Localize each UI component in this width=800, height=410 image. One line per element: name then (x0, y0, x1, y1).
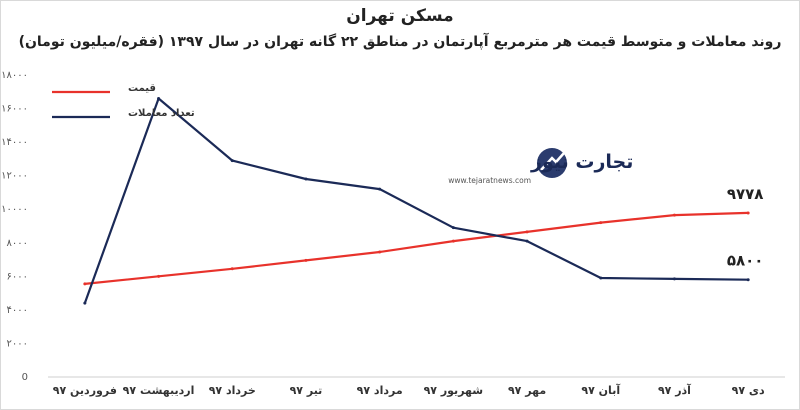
legend-label: قیمت (128, 83, 156, 94)
y-tick-label: ۱۲۰۰۰ (1, 171, 28, 182)
data-point (378, 187, 382, 191)
data-point (157, 274, 161, 278)
y-axis: 0 ۲۰۰۰ ۴۰۰۰ ۶۰۰۰ ۸۰۰۰ ۱۰۰۰۰ ۱۲۰۰۰ ۱۴۰۰۰ ۱۶۰۰۰ ۱۸۰… (1, 70, 28, 383)
series-line-1 (83, 97, 749, 304)
series-line-0 (84, 211, 749, 285)
data-point (83, 282, 87, 286)
x-tick-label: فروردین ۹۷ (53, 384, 117, 397)
watermark-circle-icon (537, 148, 567, 178)
y-tick-label: ۱۸۰۰۰ (1, 70, 28, 81)
chart-title: مسکن تهران (346, 6, 454, 26)
x-tick-label: مرداد ۹۷ (357, 384, 403, 397)
data-point (746, 211, 750, 215)
data-point (378, 250, 382, 254)
y-tick-label: ۱۶۰۰۰ (1, 104, 28, 115)
y-tick-label: ۶۰۰۰ (7, 271, 28, 282)
y-tick-label: 0 (22, 372, 28, 383)
data-point (230, 267, 234, 271)
y-tick-label: ۲۰۰۰ (7, 338, 28, 349)
data-point (525, 230, 529, 234)
x-tick-label: آبان ۹۷ (581, 383, 620, 397)
legend-label: تعداد معاملات (128, 108, 195, 119)
data-point (304, 258, 308, 262)
x-tick-label: مهر ۹۷ (508, 384, 546, 397)
data-point (304, 177, 308, 181)
x-tick-label: تیر ۹۷ (290, 384, 323, 397)
legend: قیمت تعداد معاملات (52, 83, 195, 119)
x-axis: فروردین ۹۷ اردیبهشت ۹۷ خرداد ۹۷ تیر ۹۷ مرداد… (48, 376, 785, 397)
x-tick-label: اردیبهشت ۹۷ (123, 384, 195, 397)
watermark-logo: تجارت نیوز www.tejaratnews.com (448, 148, 633, 185)
x-tick-label: دی ۹۷ (732, 384, 765, 397)
chart-subtitle: روند معاملات و متوسط قیمت هر مترمربع آپا… (18, 34, 782, 50)
end-value-label: ۹۷۷۸ (727, 185, 764, 203)
watermark-brand: تجارت نیوز (530, 151, 633, 173)
data-point (599, 221, 603, 225)
x-tick-label: خرداد ۹۷ (209, 384, 256, 397)
data-point (451, 239, 455, 243)
data-point (451, 226, 455, 230)
end-labels: ۹۷۷۸ ۵۸۰۰ (727, 185, 764, 270)
y-tick-label: ۴۰۰۰ (7, 305, 28, 316)
x-tick-label: آذر ۹۷ (658, 383, 691, 397)
data-point (746, 278, 750, 282)
x-tick-label: شهریور ۹۷ (424, 384, 484, 397)
y-tick-label: ۸۰۰۰ (7, 238, 28, 249)
data-point (525, 239, 529, 243)
data-point (599, 276, 603, 280)
watermark-arrow-icon (540, 152, 565, 171)
data-point (83, 301, 87, 305)
y-tick-label: ۱۴۰۰۰ (1, 137, 28, 148)
data-point (672, 277, 676, 281)
data-point (672, 213, 676, 217)
end-value-label: ۵۸۰۰ (727, 252, 764, 270)
data-point (230, 159, 234, 163)
series-group (83, 96, 750, 305)
watermark-url: www.tejaratnews.com (448, 176, 531, 185)
y-tick-label: ۱۰۰۰۰ (1, 204, 28, 215)
data-point (157, 96, 161, 100)
